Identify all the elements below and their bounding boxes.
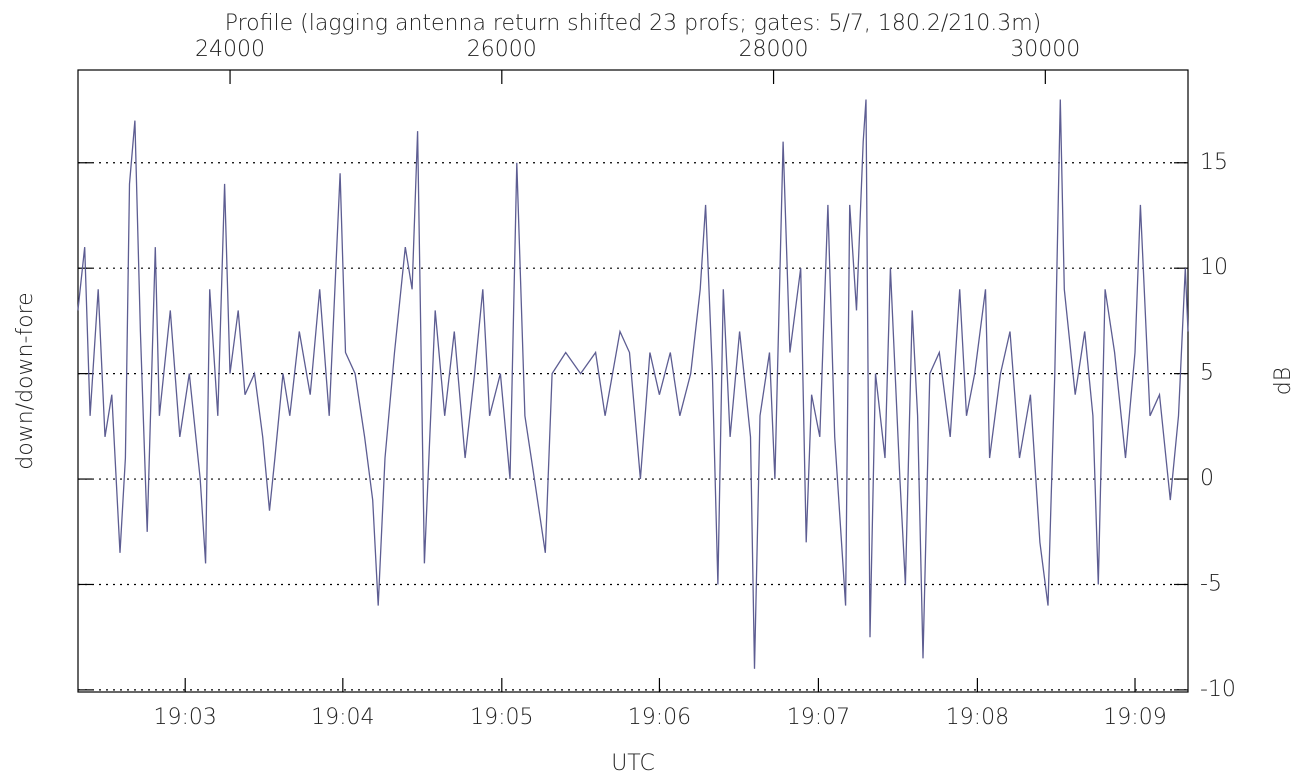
- x-top-tick-label: 28000: [739, 37, 809, 62]
- x-axis-label: UTC: [611, 751, 655, 776]
- x-tick-label: 19:08: [946, 705, 1009, 730]
- y-tick-label: -5: [1200, 571, 1222, 596]
- y-tick-label: 0: [1200, 466, 1214, 491]
- x-tick-label: 19:06: [628, 705, 691, 730]
- y-axis-label: down/down-fore: [13, 292, 38, 469]
- y-tick-label: -10: [1200, 677, 1236, 702]
- x-top-tick-label: 30000: [1010, 37, 1080, 62]
- data-line: [77, 99, 1189, 669]
- x-top-tick-label: 26000: [467, 37, 537, 62]
- plot-frame: [77, 69, 1189, 693]
- y-unit-label: dB: [1271, 367, 1296, 395]
- x-top-tick-label: 24000: [195, 37, 265, 62]
- chart-title: Profile (lagging antenna return shifted …: [225, 11, 1042, 36]
- y-tick-label: 15: [1200, 150, 1228, 175]
- x-tick-label: 19:09: [1103, 705, 1166, 730]
- y-tick-label: 5: [1200, 361, 1214, 386]
- x-tick-label: 19:05: [470, 705, 533, 730]
- x-tick-label: 19:04: [311, 705, 374, 730]
- x-tick-label: 19:03: [154, 705, 217, 730]
- y-tick-label: 10: [1200, 255, 1228, 280]
- x-tick-label: 19:07: [787, 705, 850, 730]
